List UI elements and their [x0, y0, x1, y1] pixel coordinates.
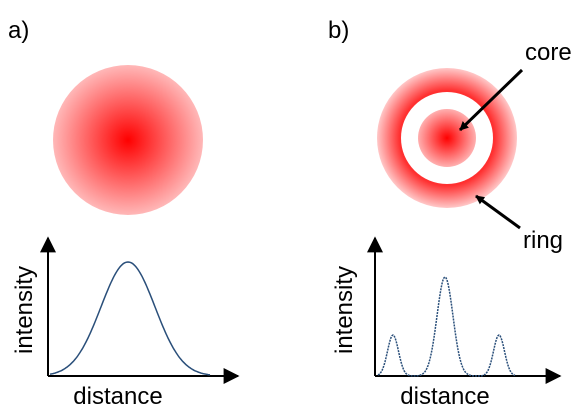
panel-label: a)	[8, 17, 29, 44]
spot	[53, 65, 203, 215]
panel-label: b)	[328, 17, 349, 44]
ring-label: ring	[523, 227, 563, 254]
intensity-curve	[50, 262, 210, 375]
y-axis-label: intensity	[331, 266, 358, 354]
x-axis-label: distance	[73, 383, 162, 410]
x-axis-label: distance	[400, 383, 489, 410]
y-axis-label: intensity	[11, 266, 38, 354]
core-label: core	[525, 39, 572, 66]
core	[418, 109, 476, 167]
arrow	[476, 196, 520, 228]
diagram: a) intensity distance b) core ring inten…	[0, 0, 576, 410]
intensity-curve	[378, 277, 515, 376]
